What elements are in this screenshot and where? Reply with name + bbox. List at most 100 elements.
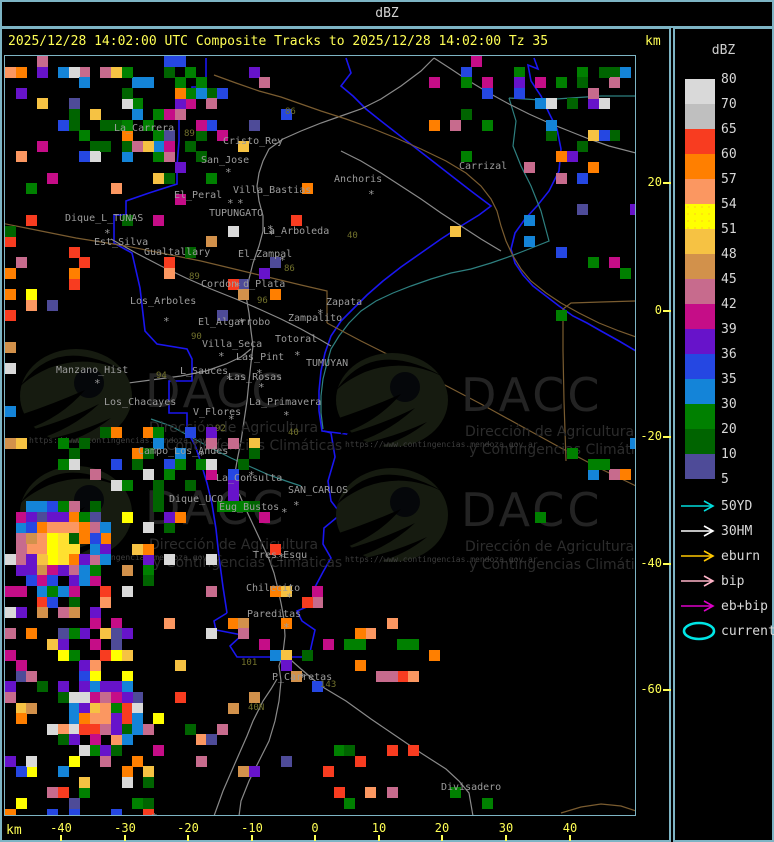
radar-echo-pixel	[69, 756, 80, 767]
radar-echo-pixel	[47, 173, 58, 184]
bottom-axis-tick-mark	[187, 835, 189, 841]
radar-echo-pixel	[132, 109, 143, 120]
radar-echo-pixel	[79, 533, 90, 544]
radar-echo-pixel	[143, 575, 154, 586]
radar-echo-pixel	[249, 120, 260, 131]
legend-arrow-icon	[680, 570, 718, 592]
legend-arrow-icon	[680, 520, 718, 542]
radar-echo-pixel	[47, 501, 58, 512]
route-number-label: 92	[215, 424, 226, 434]
radar-echo-pixel	[620, 268, 631, 279]
radar-echo-pixel	[175, 512, 186, 523]
radar-echo-pixel	[143, 469, 154, 480]
bottom-axis-tick-label: -10	[241, 821, 263, 835]
radar-echo-pixel	[26, 501, 37, 512]
dbz-color-swatch-10	[685, 454, 715, 479]
radar-echo-pixel	[153, 713, 164, 724]
radar-echo-pixel	[249, 766, 260, 777]
radar-echo-pixel	[69, 98, 80, 109]
radar-echo-pixel	[90, 671, 101, 682]
radar-echo-pixel	[196, 77, 207, 88]
radar-echo-pixel	[79, 628, 90, 639]
radar-echo-pixel	[26, 300, 37, 311]
radar-echo-pixel	[26, 703, 37, 714]
radar-echo-pixel	[281, 109, 292, 120]
town-label-pareditas: Pareditas	[247, 609, 302, 620]
radar-echo-pixel	[79, 703, 90, 714]
radar-echo-pixel	[58, 607, 69, 618]
radar-echo-pixel	[164, 109, 175, 120]
dbz-color-swatch-57	[685, 179, 715, 204]
bottom-axis-tick-mark	[505, 835, 507, 841]
radar-echo-pixel	[143, 522, 154, 533]
radar-echo-pixel	[556, 247, 567, 258]
right-axis-tick-mark	[663, 563, 671, 565]
radar-echo-pixel	[69, 67, 80, 78]
radar-echo-pixel	[16, 522, 27, 533]
dacc-watermark: DACC Dirección de Agricultura y Continge…	[335, 465, 635, 580]
radar-echo-pixel	[26, 575, 37, 586]
radar-echo-pixel	[577, 77, 588, 88]
radar-echo-pixel	[588, 459, 599, 470]
window-title-bar: dBZ	[0, 0, 774, 28]
dbz-scale-value-label: 35	[721, 372, 737, 387]
radar-echo-pixel	[90, 660, 101, 671]
radar-echo-pixel	[58, 533, 69, 544]
radar-echo-pixel	[228, 279, 239, 290]
radar-echo-pixel	[206, 554, 217, 565]
radar-echo-pixel	[228, 703, 239, 714]
radar-echo-pixel	[546, 98, 557, 109]
dbz-scale-title: dBZ	[711, 43, 736, 58]
radar-echo-pixel	[206, 459, 217, 470]
town-label-zapata: Zapata	[326, 297, 363, 308]
radar-echo-pixel	[132, 141, 143, 152]
dbz-scale-value-label: 10	[721, 447, 737, 462]
town-marker-asterisk: *	[267, 223, 274, 236]
radar-echo-pixel	[344, 798, 355, 809]
route-number-label: 101	[241, 658, 258, 668]
radar-echo-pixel	[143, 427, 154, 438]
right-axis-tick-label: 20	[647, 175, 662, 189]
town-label-tumuyan: TUMUYAN	[306, 358, 349, 369]
radar-echo-pixel	[164, 257, 175, 268]
radar-echo-pixel	[47, 522, 58, 533]
radar-echo-pixel	[90, 565, 101, 576]
radar-echo-pixel	[164, 469, 175, 480]
town-label-zampalito: Zampalito	[288, 313, 343, 324]
radar-echo-pixel	[567, 448, 578, 459]
radar-echo-pixel	[291, 671, 302, 682]
dacc-watermark-url: https://www.contingencias.mendoza.gov.ar	[345, 440, 538, 449]
radar-echo-pixel	[132, 544, 143, 555]
radar-echo-pixel	[37, 67, 48, 78]
dbz-color-swatch-48	[685, 254, 715, 279]
radar-echo-pixel	[238, 766, 249, 777]
legend-label-ebbip: eb+bip	[721, 599, 768, 614]
town-label-villa_seca: Villa_Seca	[202, 339, 263, 350]
radar-echo-pixel	[249, 438, 260, 449]
dbz-scale-value-label: 48	[721, 247, 737, 262]
dbz-scale-value-label: 80	[721, 72, 737, 87]
radar-echo-pixel	[175, 88, 186, 99]
radar-echo-pixel	[132, 713, 143, 724]
right-axis-tick-label: -20	[640, 429, 662, 443]
radar-echo-pixel	[79, 522, 90, 533]
radar-echo-pixel	[185, 88, 196, 99]
radar-echo-pixel	[122, 692, 133, 703]
town-label-dique_uco: Dique_UCO	[169, 494, 224, 505]
radar-echo-pixel	[524, 162, 535, 173]
radar-echo-pixel	[122, 628, 133, 639]
radar-echo-pixel	[259, 639, 270, 650]
right-axis-tick-mark	[663, 689, 671, 691]
dacc-watermark-brand: DACC	[145, 364, 287, 418]
radar-echo-pixel	[90, 544, 101, 555]
radar-echo-pixel	[344, 639, 355, 650]
town-label-la_consulta: La_Consulta	[216, 473, 283, 484]
radar-echo-pixel	[58, 692, 69, 703]
radar-echo-pixel	[461, 77, 472, 88]
radar-echo-pixel	[26, 215, 37, 226]
radar-echo-pixel	[79, 257, 90, 268]
radar-map-viewport[interactable]: DACC Dirección de Agricultura y Continge…	[4, 55, 636, 816]
radar-echo-pixel	[37, 681, 48, 692]
radar-echo-pixel	[5, 607, 16, 618]
radar-echo-pixel	[238, 501, 249, 512]
